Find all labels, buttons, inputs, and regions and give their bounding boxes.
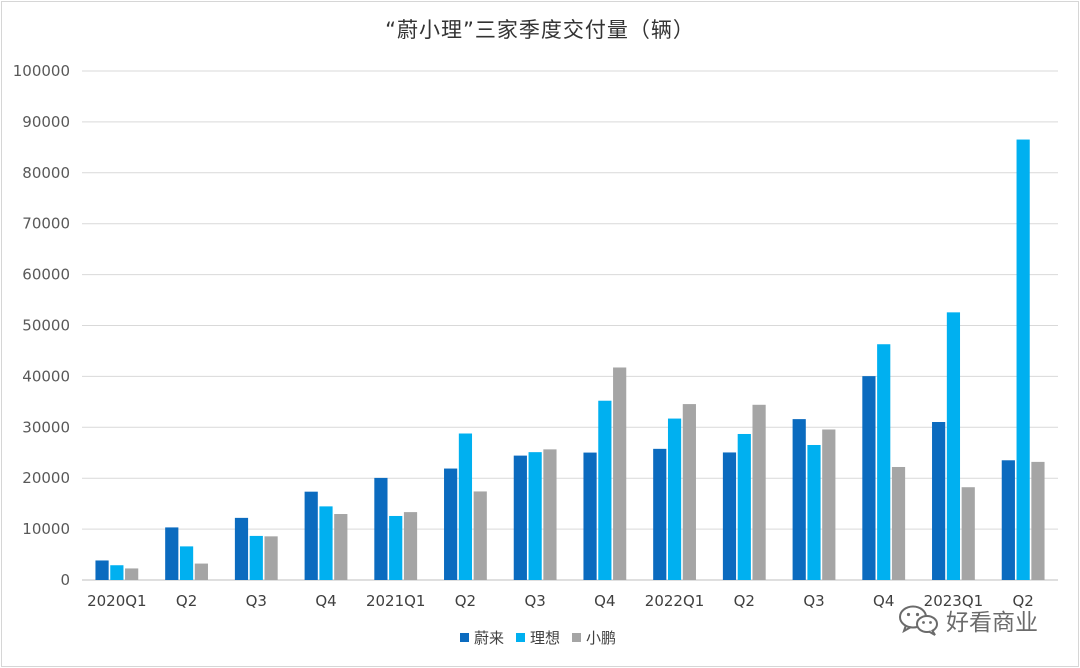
legend-swatch [516,633,525,642]
wechat-icon [899,605,938,636]
bar [891,466,906,580]
bar [179,546,194,580]
bar [792,419,806,580]
x-tick-label: Q3 [524,592,545,610]
x-tick-label: Q4 [315,592,336,610]
y-tick-label: 0 [60,571,70,589]
x-tick-label: 2021Q1 [366,592,426,610]
bar [374,477,388,580]
bar [598,400,612,580]
bar [165,527,179,580]
bar [319,506,333,580]
watermark-text: 好看商业 [946,610,1038,636]
bar [304,491,318,580]
bar [613,367,627,580]
y-tick-label: 50000 [22,317,70,335]
bar [528,452,542,580]
bar [1031,461,1045,580]
y-tick-label: 80000 [22,164,70,182]
x-tick-label: Q2 [455,592,476,610]
y-tick-label: 30000 [22,418,70,436]
legend: 蔚来 理想 小鹏 [460,629,616,647]
legend-swatch [572,633,581,642]
legend-label: 理想 [530,629,560,647]
bar [264,536,278,580]
bar [513,455,527,580]
x-tick-label: Q3 [246,592,267,610]
bar [334,514,348,580]
bar [807,444,821,580]
bar [125,568,139,580]
x-tick-label: Q4 [873,592,894,610]
y-tick-label: 10000 [22,520,70,538]
bar [822,429,836,580]
bar [667,418,682,580]
y-tick-label: 70000 [22,215,70,233]
x-tick-label: Q3 [803,592,824,610]
bar [653,448,667,580]
x-tick-label: Q4 [594,592,615,610]
bar [722,452,737,580]
x-tick-label: Q2 [176,592,197,610]
y-tick-label: 100000 [13,62,70,80]
bar [473,491,487,580]
bar [389,515,403,580]
watermark: 好看商业 [898,603,1038,637]
gridlines [82,70,1058,581]
bar [1016,139,1030,580]
chart-title: “蔚小理”三家季度交付量（辆） [385,18,695,42]
bar [737,433,751,580]
bar [961,487,975,580]
bar [862,376,876,580]
x-tick-label: 2022Q1 [645,592,705,610]
bar [458,433,473,580]
bar [543,449,557,580]
bar [1001,460,1015,580]
legend-swatch [460,633,469,642]
x-tick-label: Q2 [1012,592,1033,610]
x-tick-label: 2023Q1 [924,592,984,610]
y-tick-label: 90000 [22,113,70,131]
bar [932,422,946,580]
x-axis-ticks: 2020Q1 Q2 Q3 Q4 2021Q1 Q2 Q3 Q4 2022Q1 Q2 Q3 Q4 2023… [87,592,1034,610]
legend-label: 蔚来 [474,629,504,647]
bar [444,468,458,580]
bar [877,344,891,580]
y-axis-ticks: 0 10000 20000 30000 40000 50000 60000 70000 8000… [13,62,70,589]
bar [95,560,109,580]
legend-label: 小鹏 [586,629,616,647]
bar [249,535,263,580]
bar [946,312,961,580]
bar [194,563,208,580]
bar [403,512,418,580]
x-tick-label: 2020Q1 [87,592,147,610]
y-tick-label: 20000 [22,469,70,487]
bars [95,139,1045,580]
bar [752,404,766,580]
y-tick-label: 60000 [22,266,70,284]
bar [110,565,124,580]
bar [682,404,696,580]
bar [583,452,597,580]
x-tick-label: Q2 [734,592,755,610]
y-tick-label: 40000 [22,367,70,385]
bar [234,517,249,580]
